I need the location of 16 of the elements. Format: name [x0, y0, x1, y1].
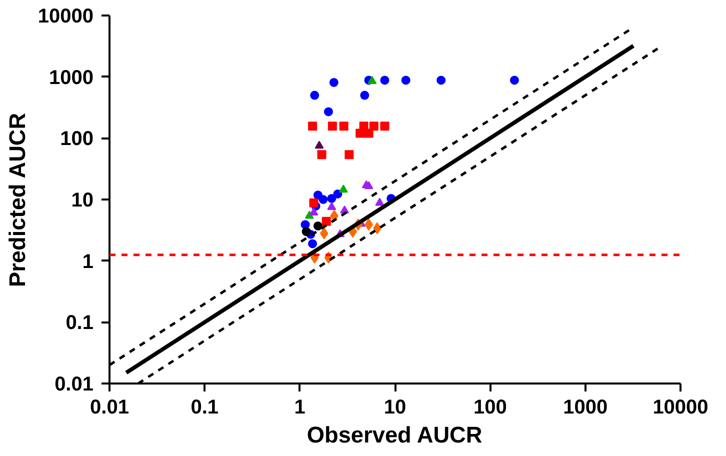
y-tick-label: 100	[60, 128, 94, 150]
y-tick-label: 0.1	[66, 312, 94, 334]
y-tick-label: 10	[71, 190, 94, 212]
x-tick-label: 100	[473, 396, 507, 418]
x-tick-label: 0.01	[90, 396, 129, 418]
x-tick-label: 1	[294, 396, 306, 418]
y-tick-label: 1	[82, 250, 94, 273]
x-axis-title: Observed AUCR	[306, 422, 482, 448]
y-axis-title: Predicted AUCR	[4, 112, 30, 287]
x-tick-label: 1000	[563, 396, 608, 418]
x-tick-label: 10000	[652, 396, 708, 418]
x-tick-label: 10	[384, 396, 406, 418]
y-tick-label: 1000	[49, 66, 94, 89]
x-tick-label: 0.1	[190, 396, 219, 418]
y-tick-label: 10000	[38, 6, 94, 28]
y-tick-label: 0.01	[54, 374, 94, 396]
